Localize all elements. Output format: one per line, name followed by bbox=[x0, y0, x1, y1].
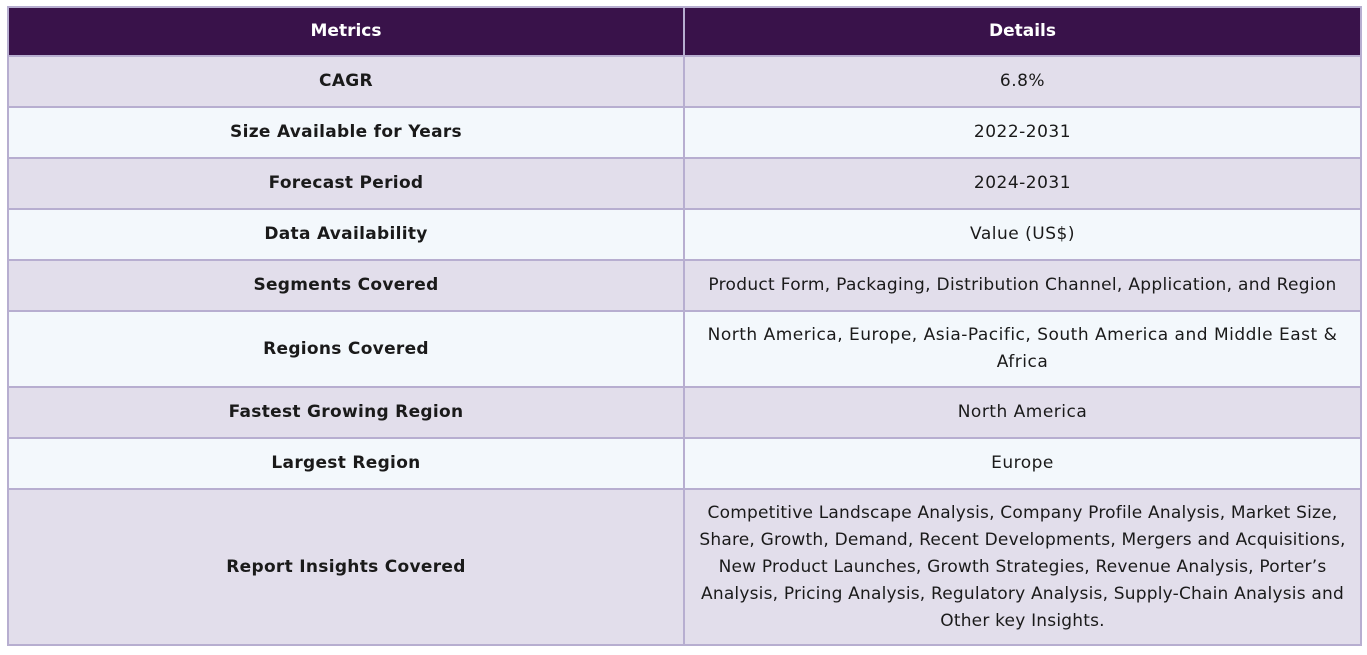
report-metrics-table: Metrics Details CAGR 6.8% Size Available… bbox=[7, 6, 1362, 646]
table-row-segments-covered: Segments Covered Product Form, Packaging… bbox=[7, 259, 1362, 312]
table-row-cagr: CAGR 6.8% bbox=[7, 55, 1362, 108]
report-metrics-table-container: Metrics Details CAGR 6.8% Size Available… bbox=[7, 6, 1362, 646]
table-row-fastest-growing-region: Fastest Growing Region North America bbox=[7, 386, 1362, 439]
detail-cell: North America, Europe, Asia-Pacific, Sou… bbox=[683, 310, 1362, 388]
metric-cell: Forecast Period bbox=[7, 157, 685, 210]
header-details: Details bbox=[683, 6, 1362, 57]
metric-cell: CAGR bbox=[7, 55, 685, 108]
table-row-data-availability: Data Availability Value (US$) bbox=[7, 208, 1362, 261]
header-metrics: Metrics bbox=[7, 6, 685, 57]
detail-cell: Product Form, Packaging, Distribution Ch… bbox=[683, 259, 1362, 312]
table-row-size-years: Size Available for Years 2022-2031 bbox=[7, 106, 1362, 159]
metric-cell: Largest Region bbox=[7, 437, 685, 490]
metric-cell: Regions Covered bbox=[7, 310, 685, 388]
metric-cell: Data Availability bbox=[7, 208, 685, 261]
detail-cell: Europe bbox=[683, 437, 1362, 490]
detail-cell: North America bbox=[683, 386, 1362, 439]
detail-cell: Value (US$) bbox=[683, 208, 1362, 261]
table-row-regions-covered: Regions Covered North America, Europe, A… bbox=[7, 310, 1362, 388]
table-row-forecast-period: Forecast Period 2024-2031 bbox=[7, 157, 1362, 210]
detail-cell: 2024-2031 bbox=[683, 157, 1362, 210]
table-row-largest-region: Largest Region Europe bbox=[7, 437, 1362, 490]
detail-cell: 6.8% bbox=[683, 55, 1362, 108]
table-row-report-insights: Report Insights Covered Competitive Land… bbox=[7, 488, 1362, 646]
detail-cell: Competitive Landscape Analysis, Company … bbox=[683, 488, 1362, 646]
metric-cell: Size Available for Years bbox=[7, 106, 685, 159]
metric-cell: Fastest Growing Region bbox=[7, 386, 685, 439]
table-header-row: Metrics Details bbox=[7, 6, 1362, 57]
detail-cell: 2022-2031 bbox=[683, 106, 1362, 159]
metric-cell: Segments Covered bbox=[7, 259, 685, 312]
metric-cell: Report Insights Covered bbox=[7, 488, 685, 646]
